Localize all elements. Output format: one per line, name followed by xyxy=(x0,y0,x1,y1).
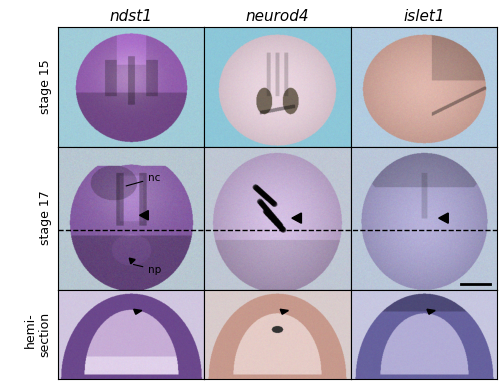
Text: islet1: islet1 xyxy=(403,9,445,24)
Polygon shape xyxy=(130,258,135,264)
Polygon shape xyxy=(427,309,435,314)
Polygon shape xyxy=(280,309,288,314)
Text: hemi-
section: hemi- section xyxy=(24,312,52,357)
Polygon shape xyxy=(292,213,302,223)
Text: neurod4: neurod4 xyxy=(246,9,309,24)
Text: stage 17: stage 17 xyxy=(38,191,52,245)
Text: np: np xyxy=(134,264,162,275)
Text: stage 15: stage 15 xyxy=(38,59,52,114)
Polygon shape xyxy=(140,211,148,220)
Text: nc: nc xyxy=(126,173,160,186)
Polygon shape xyxy=(134,309,142,314)
Polygon shape xyxy=(438,213,448,223)
Text: ndst1: ndst1 xyxy=(109,9,152,24)
